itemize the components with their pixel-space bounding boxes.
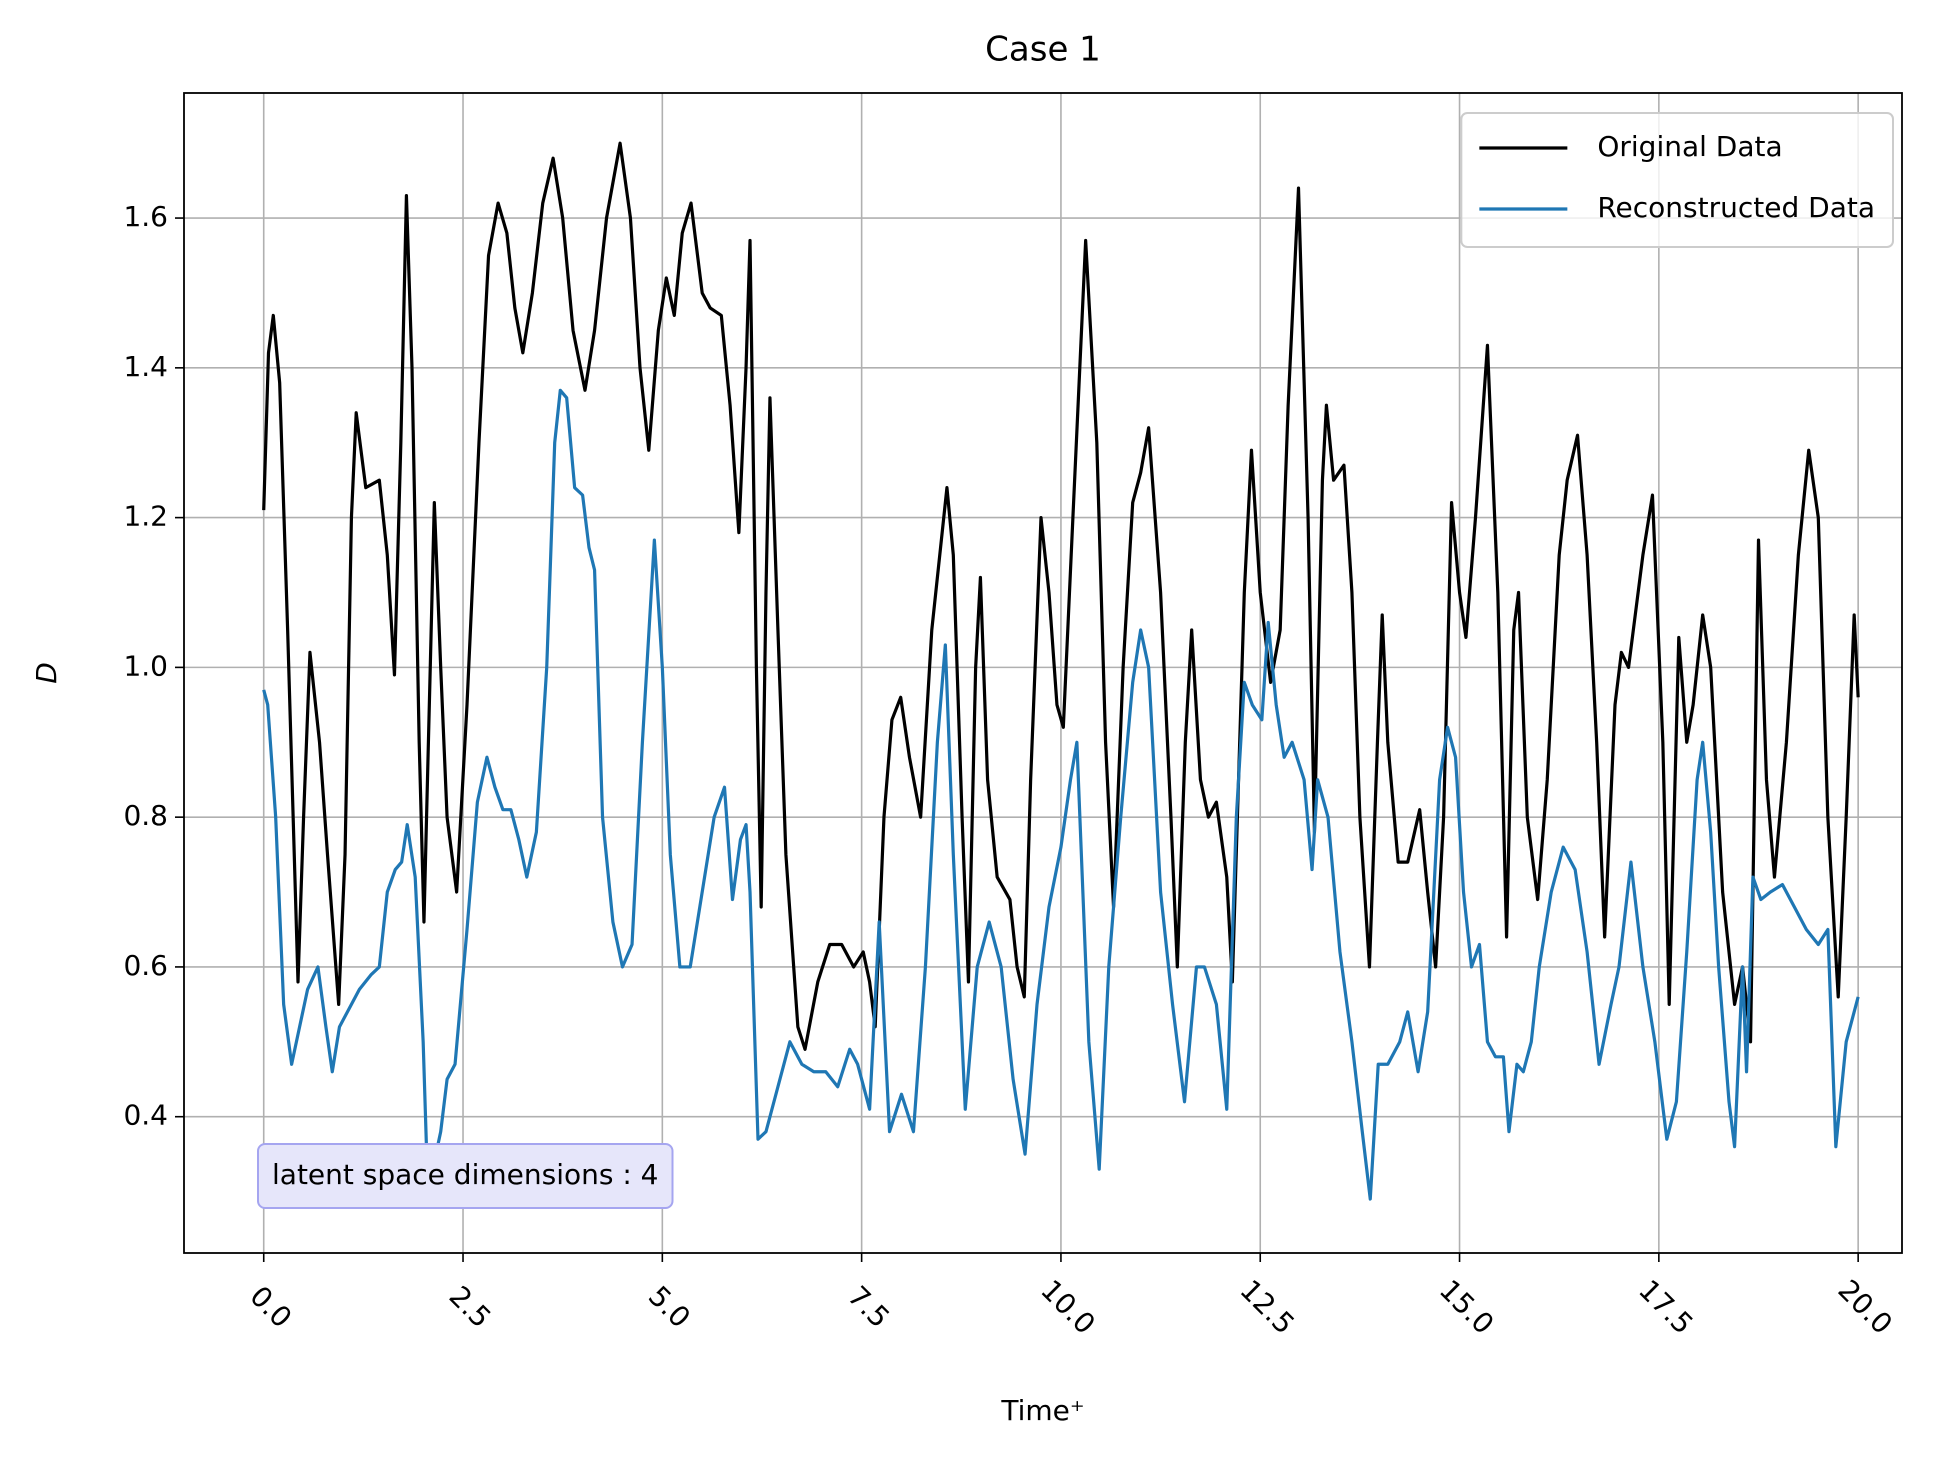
x-tick-label: 10.0 [1034, 1273, 1101, 1340]
data-line [262, 388, 1860, 1201]
y-tick-label: 1.2 [123, 500, 168, 533]
y-tick-label: 0.6 [123, 949, 168, 982]
y-axis-label: D [30, 662, 63, 684]
y-tick-label: 0.8 [123, 799, 168, 832]
data-line [262, 141, 1860, 1051]
grid [184, 93, 1902, 1253]
annotation: latent space dimensions : 4 [257, 1143, 674, 1209]
x-tick-label: 0.0 [243, 1280, 298, 1335]
y-tick-label: 1.6 [123, 200, 168, 233]
legend-label: Reconstructed Data [1597, 191, 1875, 224]
annotation-text: latent space dimensions : 4 [272, 1158, 659, 1191]
x-tick-label: 7.5 [841, 1280, 896, 1335]
legend: Original Data Reconstructed Data [1460, 112, 1894, 248]
x-tick-label: 17.5 [1632, 1273, 1699, 1340]
chart-title: Case 1 [985, 30, 1101, 70]
legend-label: Original Data [1597, 130, 1782, 163]
plot-frame [183, 92, 1903, 1254]
x-tick-label: 15.0 [1433, 1273, 1500, 1340]
x-axis-label: Time⁺ [1000, 1394, 1084, 1427]
x-tick-label: 2.5 [443, 1280, 498, 1335]
x-tick-label: 5.0 [642, 1280, 697, 1335]
x-tick-label: 20.0 [1832, 1273, 1899, 1340]
legend-box [1460, 112, 1894, 248]
x-tick-label: 12.5 [1234, 1273, 1301, 1340]
y-tick-label: 1.4 [123, 350, 168, 383]
annotation-box [257, 1143, 674, 1209]
y-tick-label: 1.0 [123, 649, 168, 682]
y-tick-label: 0.4 [123, 1099, 168, 1132]
